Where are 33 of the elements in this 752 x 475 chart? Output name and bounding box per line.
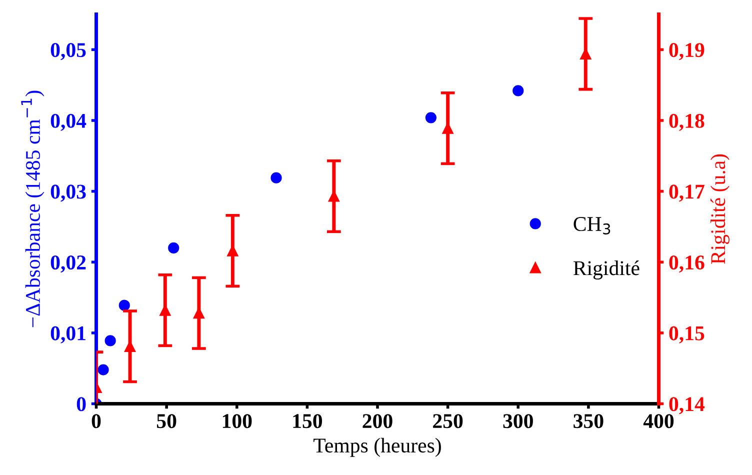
point [512,85,524,96]
x-tick-label: 300 [503,414,533,428]
y2-axis-title: Rigidité (u.a) [710,154,730,264]
legend-label: Rigidité [573,260,640,280]
y-axis-title: −ΔAbsorbance (1485 cm$^{−1}$) [21,90,44,328]
point [104,335,116,346]
y2-tick-label: 0,18 [669,114,704,131]
point [118,300,130,311]
x-tick-label: 150 [293,414,322,428]
y2-tick-label: 0,17 [669,184,704,202]
x-tick-label: 0 [92,414,101,428]
point [270,172,282,184]
y2-tick-label: 0,19 [669,43,704,60]
x-tick-label: 250 [433,414,463,428]
x-axis-title: Temps (heures) [314,438,441,457]
y-tick-label: 0,02 [50,255,86,273]
y-tick-label: 0,05 [50,43,86,60]
x-tick-label: 400 [643,414,674,428]
y2-tick-label: 0,14 [669,397,705,414]
x-tick-label: 350 [574,414,604,428]
y-tick-label: 0,03 [50,184,86,202]
y-tick-label: 0,01 [50,326,86,344]
y-tick-label: 0,04 [50,114,86,131]
x-tick-label: 200 [362,414,392,428]
x-tick-label: 100 [222,414,252,428]
y2-tick-label: 0,16 [669,255,704,273]
y2-tick-label: 0,15 [669,326,704,344]
point [425,112,436,124]
legend-label: CH$_{3}$ [574,217,610,234]
point [98,364,109,376]
y-tick-label: 0 [76,397,86,412]
x-tick-label: 50 [156,414,176,428]
point [168,242,180,254]
